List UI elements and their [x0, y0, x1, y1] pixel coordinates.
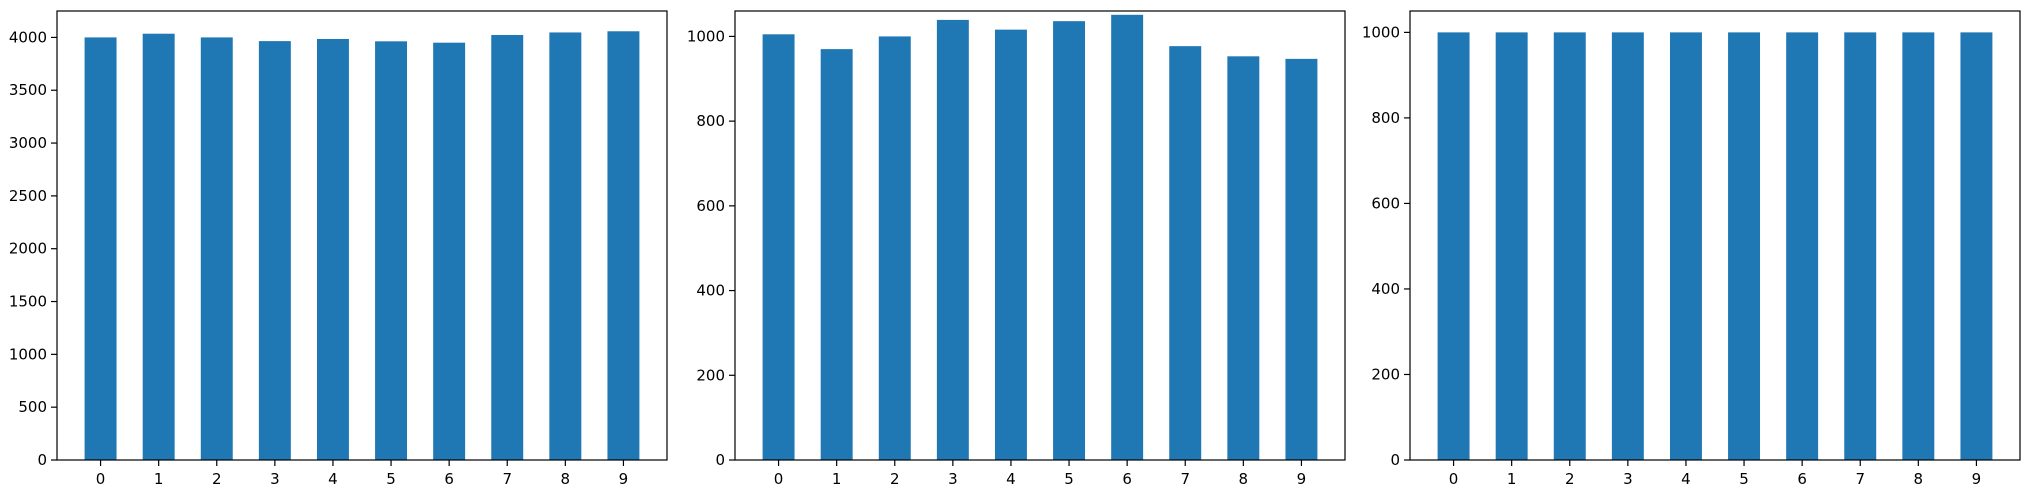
x-tick-label-8: 8	[1914, 470, 1924, 488]
bar-3	[936, 19, 969, 461]
x-tick-label-0: 0	[1449, 470, 1459, 488]
x-tick-label-2: 2	[890, 470, 900, 488]
bar-0	[84, 37, 117, 460]
x-tick-label-1: 1	[1507, 470, 1517, 488]
x-tick-label-2: 2	[212, 470, 222, 488]
y-tick-label-3000: 3000	[9, 134, 47, 152]
x-tick-label-6: 6	[1122, 470, 1132, 488]
bar-5	[1728, 32, 1761, 460]
x-tick-label-6: 6	[444, 470, 454, 488]
bar-4	[994, 29, 1027, 460]
bar-0	[1437, 32, 1470, 460]
y-tick-label-3500: 3500	[9, 81, 47, 99]
plot-frame	[56, 10, 668, 461]
x-tick-label-5: 5	[386, 470, 396, 488]
x-tick-label-4: 4	[1006, 470, 1016, 488]
bar-8	[549, 32, 582, 460]
y-tick-label-0: 0	[715, 451, 725, 469]
y-tick-label-500: 500	[18, 398, 47, 416]
bar-6	[1786, 32, 1819, 460]
bar-3	[1611, 32, 1644, 460]
x-tick-label-9: 9	[1297, 470, 1307, 488]
bar-chart-1: 0 1 2 3 4 5 6 7 8 9 0 500 1000 1500 2000 2500 3000 3500 40…	[9, 10, 668, 488]
x-tick-label-9: 9	[619, 470, 629, 488]
bar-chart-2: 0 1 2 3 4 5 6 7 8 9 0 200 400 600 800 1000	[687, 10, 1346, 488]
plot-frame	[1409, 10, 2021, 461]
y-tick-label-800: 800	[1371, 109, 1400, 127]
bar-1	[1495, 32, 1528, 460]
bar-9	[607, 31, 640, 461]
bar-4	[1669, 32, 1702, 460]
bar-7	[1169, 46, 1202, 460]
y-tick-label-1000: 1000	[9, 345, 47, 363]
bar-7	[491, 34, 524, 460]
x-tick-label-0: 0	[774, 470, 784, 488]
x-tick-label-4: 4	[328, 470, 338, 488]
bar-3	[258, 41, 291, 461]
bar-1	[142, 33, 175, 461]
bar-1	[820, 49, 853, 461]
y-tick-label-4000: 4000	[9, 28, 47, 46]
x-tick-label-0: 0	[96, 470, 106, 488]
x-tick-label-2: 2	[1565, 470, 1575, 488]
x-tick-label-3: 3	[948, 470, 958, 488]
x-tick-label-1: 1	[154, 470, 164, 488]
y-tick-label-400: 400	[696, 282, 725, 300]
plot-frame	[734, 10, 1346, 461]
x-tick-label-9: 9	[1972, 470, 1982, 488]
y-tick-label-1500: 1500	[9, 293, 47, 311]
bar-9	[1285, 58, 1318, 461]
x-tick-label-8: 8	[561, 470, 571, 488]
bar-2	[1553, 32, 1586, 460]
y-tick-label-600: 600	[696, 197, 725, 215]
x-tick-label-3: 3	[1623, 470, 1633, 488]
y-tick-label-1000: 1000	[687, 27, 725, 45]
y-tick-label-2500: 2500	[9, 187, 47, 205]
y-tick-label-200: 200	[1371, 365, 1400, 383]
y-tick-label-800: 800	[696, 112, 725, 130]
y-tick-label-200: 200	[696, 366, 725, 384]
y-tick-label-2000: 2000	[9, 240, 47, 258]
bar-8	[1227, 56, 1260, 460]
bar-6	[433, 42, 466, 460]
bar-9	[1960, 32, 1993, 460]
y-tick-label-1000: 1000	[1362, 23, 1400, 41]
bar-8	[1902, 32, 1935, 460]
y-tick-label-0: 0	[1390, 451, 1400, 469]
x-tick-label-7: 7	[1180, 470, 1190, 488]
x-tick-label-8: 8	[1239, 470, 1249, 488]
bar-chart-3: 0 1 2 3 4 5 6 7 8 9 0 200 400 600 800 1000	[1362, 10, 2021, 488]
x-tick-label-7: 7	[1855, 470, 1865, 488]
y-tick-label-600: 600	[1371, 194, 1400, 212]
bar-0	[762, 34, 795, 461]
x-tick-label-5: 5	[1064, 470, 1074, 488]
x-tick-label-6: 6	[1797, 470, 1807, 488]
x-tick-label-5: 5	[1739, 470, 1749, 488]
x-tick-label-4: 4	[1681, 470, 1691, 488]
x-tick-label-7: 7	[502, 470, 512, 488]
bar-5	[1053, 21, 1086, 460]
y-tick-label-0: 0	[37, 451, 47, 469]
x-tick-label-3: 3	[270, 470, 280, 488]
bar-2	[878, 36, 911, 461]
bar-4	[316, 39, 349, 460]
bar-5	[375, 41, 408, 460]
bar-7	[1844, 32, 1877, 460]
bar-6	[1111, 14, 1144, 461]
x-tick-label-1: 1	[832, 470, 842, 488]
y-tick-label-400: 400	[1371, 280, 1400, 298]
bar-2	[200, 37, 233, 460]
